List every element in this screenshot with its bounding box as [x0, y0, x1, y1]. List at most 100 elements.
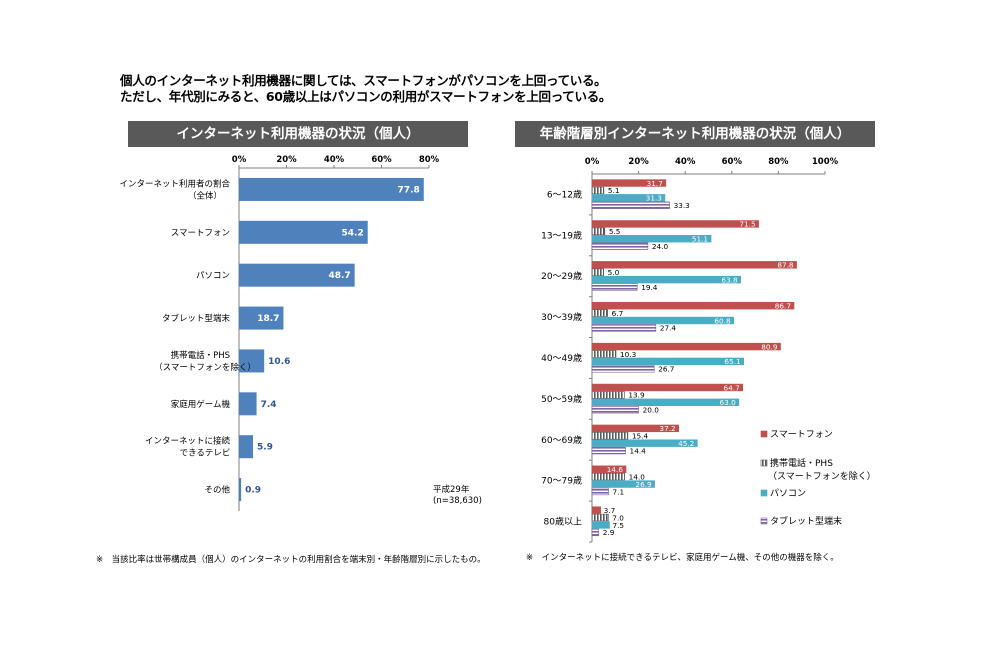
right-category-label: 50～59歳	[541, 393, 582, 405]
right-bar-pc	[591, 521, 610, 529]
left-tick-label: 0%	[232, 155, 247, 165]
right-bar-smartphone	[591, 220, 759, 228]
left-category-label: 家庭用ゲーム機	[171, 399, 231, 410]
right-data-label: 63.0	[720, 398, 737, 407]
right-bar-smartphone	[591, 465, 627, 473]
left-data-label: 18.7	[257, 314, 279, 324]
right-bar-tablet	[591, 283, 638, 291]
right-data-label: 7.5	[612, 521, 624, 530]
right-chart: 0% 20% 40% 60% 80% 100% 6～12歳 31.7 5.1 31.3 33.3 13…	[541, 157, 839, 543]
right-data-label: 5.1	[608, 186, 620, 195]
left-chart: 0% 20% 40% 60% 80% 77.8 インターネット利用者の割合（全体） 54.2 ス…	[119, 155, 440, 511]
legend-swatch	[760, 489, 768, 497]
right-data-label: 5.0	[608, 268, 620, 277]
right-bar-tablet	[591, 487, 609, 496]
footnote-left: ※ 当該比率は世帯構成員（個人）のインターネットの利用割合を端末別・年齢階層別に…	[96, 555, 486, 565]
right-bar-smartphone	[591, 179, 667, 187]
left-category-label: パソコン	[196, 271, 230, 281]
right-data-label: 87.8	[777, 261, 794, 270]
right-bar-mobile	[591, 350, 617, 358]
left-tick-label: 60%	[371, 155, 392, 165]
right-bar-pc	[591, 316, 734, 325]
right-bar-pc	[591, 357, 744, 366]
left-tick-label: 40%	[324, 155, 345, 165]
right-data-label: 33.3	[674, 201, 691, 210]
right-data-label: 6.7	[612, 309, 624, 318]
right-tick-label: 80%	[768, 157, 789, 167]
left-data-label: 77.8	[398, 185, 420, 195]
right-data-label: 80.9	[761, 342, 778, 351]
left-data-label: 48.7	[328, 271, 350, 281]
right-data-label: 86.7	[775, 302, 792, 311]
left-category-label: その他	[204, 485, 230, 496]
legend-label: スマートフォン	[770, 430, 833, 440]
right-data-label: 15.4	[632, 432, 649, 441]
right-tick-label: 40%	[675, 157, 696, 167]
left-data-label: 54.2	[342, 228, 364, 238]
right-bar-mobile	[591, 186, 605, 195]
right-data-label: 2.9	[603, 528, 615, 537]
right-category-label: 30～39歳	[541, 311, 582, 323]
right-bar-mobile	[591, 513, 609, 522]
right-bar-smartphone	[591, 261, 797, 269]
left-bar	[239, 478, 242, 502]
right-bar-pc	[591, 439, 698, 447]
left-bar	[239, 177, 424, 201]
right-bar-mobile	[591, 391, 625, 399]
right-data-label: 51.1	[692, 235, 708, 244]
right-category-label: 40～49歳	[541, 352, 582, 364]
left-chart-title: インターネット利用機器の状況（個人）	[128, 121, 468, 147]
left-data-label: 5.9	[257, 443, 273, 453]
left-category-label: タブレット型端末	[162, 313, 231, 324]
right-data-label: 63.8	[721, 275, 738, 284]
right-bar-smartphone	[591, 342, 781, 351]
right-data-label: 20.0	[643, 405, 660, 414]
right-data-label: 24.0	[652, 242, 669, 251]
sample-note: 平成29年 (n=38,630)	[433, 485, 482, 507]
right-data-label: 37.2	[659, 424, 675, 433]
right-data-label: 14.4	[630, 446, 647, 455]
right-bar-smartphone	[591, 424, 679, 433]
right-tick-label: 100%	[812, 157, 839, 167]
legend-swatch	[760, 517, 768, 525]
sample-note-year: 平成29年	[433, 485, 470, 495]
left-bar	[239, 435, 254, 459]
right-bar-mobile	[591, 472, 625, 481]
left-bar	[239, 220, 368, 244]
right-data-label: 13.9	[628, 391, 645, 400]
right-bar-pc	[591, 275, 741, 284]
right-bar-mobile	[591, 227, 606, 236]
right-bar-tablet	[591, 528, 600, 537]
right-bar-tablet	[591, 242, 649, 250]
right-bar-pc	[591, 235, 712, 243]
headline: 個人のインターネット利用機器に関しては、スマートフォンがパソコンを上回っている。…	[120, 73, 611, 105]
right-bar-mobile	[591, 309, 608, 317]
right-data-label: 26.9	[635, 480, 652, 489]
right-bar-tablet	[591, 365, 655, 373]
right-data-label: 65.1	[724, 357, 740, 366]
legend-label: 携帯電話・PHS （スマートフォンを除く）	[768, 457, 876, 482]
left-bar	[239, 392, 257, 416]
legend-label: パソコン	[770, 488, 806, 499]
right-bar-mobile	[591, 432, 629, 440]
footnote-right: ※ インターネットに接続できるテレビ、家庭用ゲーム機、その他の機器を除く。	[526, 553, 839, 563]
right-bar-tablet	[591, 201, 670, 209]
right-data-label: 31.7	[647, 179, 664, 188]
right-data-label: 71.5	[739, 220, 755, 229]
right-bar-tablet	[591, 324, 657, 332]
right-data-label: 27.4	[660, 324, 677, 333]
right-bar-tablet	[591, 405, 639, 414]
headline-line-1: 個人のインターネット利用機器に関しては、スマートフォンがパソコンを上回っている。	[120, 73, 607, 88]
left-data-label: 7.4	[261, 400, 277, 410]
left-tick-label: 80%	[419, 155, 440, 165]
right-data-label: 19.4	[641, 283, 658, 292]
left-category-label: インターネット利用者の割合（全体）	[119, 178, 230, 201]
right-bar-smartphone	[591, 302, 795, 310]
right-bar-tablet	[591, 446, 626, 455]
right-category-label: 60～69歳	[541, 434, 582, 446]
left-bar	[239, 349, 265, 373]
right-bar-pc	[591, 480, 655, 488]
right-data-label: 14.0	[629, 472, 646, 481]
